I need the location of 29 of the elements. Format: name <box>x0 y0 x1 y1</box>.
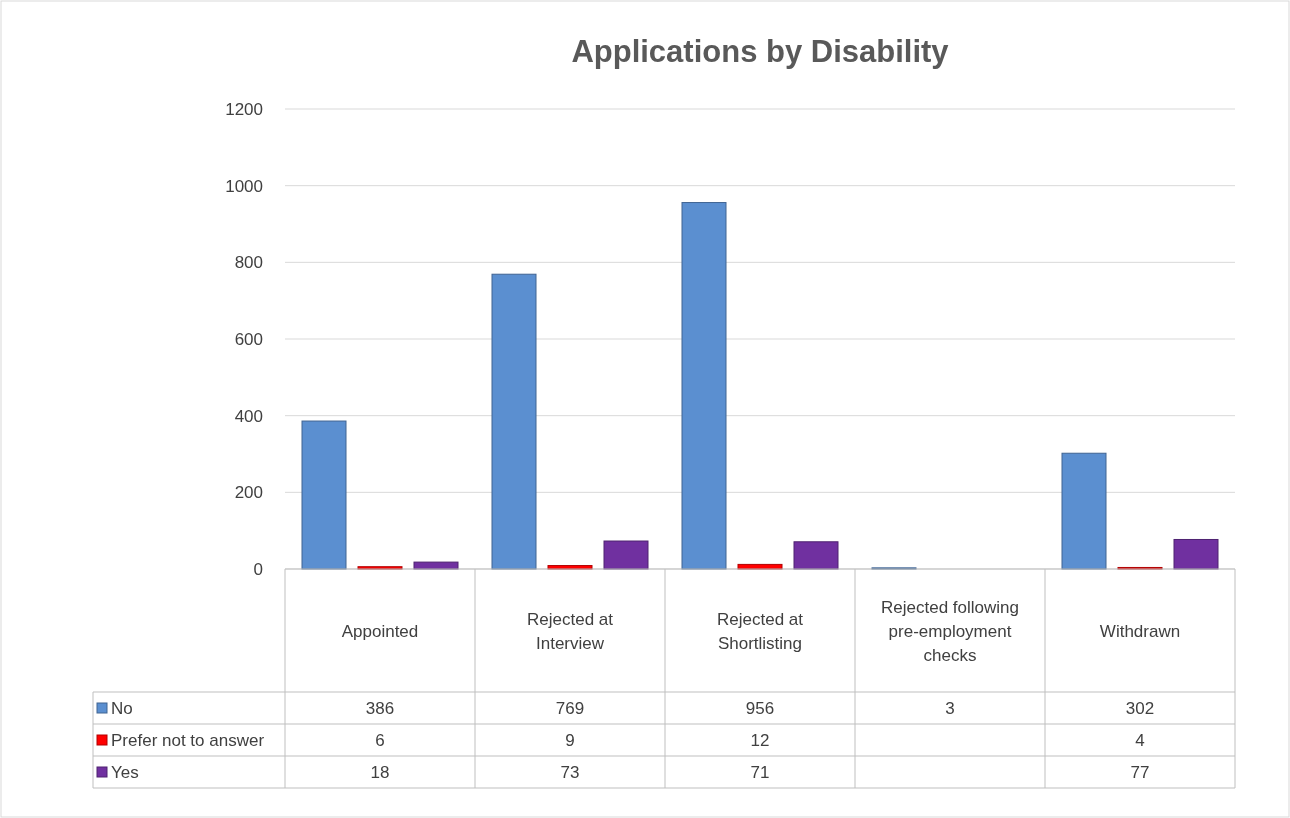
y-tick-label: 800 <box>234 253 263 273</box>
y-tick-label: 1200 <box>225 99 263 119</box>
data-label: 12 <box>750 731 770 750</box>
x-tick-label: Rejected at Interview <box>527 609 614 653</box>
legend-label: Prefer not to answer <box>111 731 265 750</box>
x-tick-label: Rejected following pre-employment checks <box>881 597 1019 665</box>
data-label: 77 <box>1130 763 1150 782</box>
chart-title: Applications by Disability <box>571 34 950 69</box>
y-tick-label: 200 <box>234 483 263 503</box>
data-label: 302 <box>1125 699 1155 718</box>
data-label: 3 <box>945 699 955 718</box>
data-label: 9 <box>565 731 575 750</box>
data-label: 4 <box>1135 731 1145 750</box>
y-tick-label: 400 <box>234 406 263 426</box>
legend-label: Yes <box>111 763 139 782</box>
data-label: 71 <box>750 763 770 782</box>
y-tick-label: 0 <box>253 559 263 579</box>
x-tick-label: Rejected at Shortlisting <box>717 609 804 653</box>
x-tick-label: Withdrawn <box>1099 621 1181 641</box>
y-tick-label: 1000 <box>225 176 263 196</box>
data-label: 769 <box>555 699 585 718</box>
data-label: 6 <box>375 731 385 750</box>
x-tick-label: Appointed <box>341 621 419 641</box>
data-label: 73 <box>560 763 580 782</box>
legend-label: No <box>111 699 133 718</box>
y-tick-label: 600 <box>234 329 263 349</box>
data-label: 18 <box>370 763 390 782</box>
data-label: 956 <box>745 699 775 718</box>
data-label: 386 <box>365 699 395 718</box>
